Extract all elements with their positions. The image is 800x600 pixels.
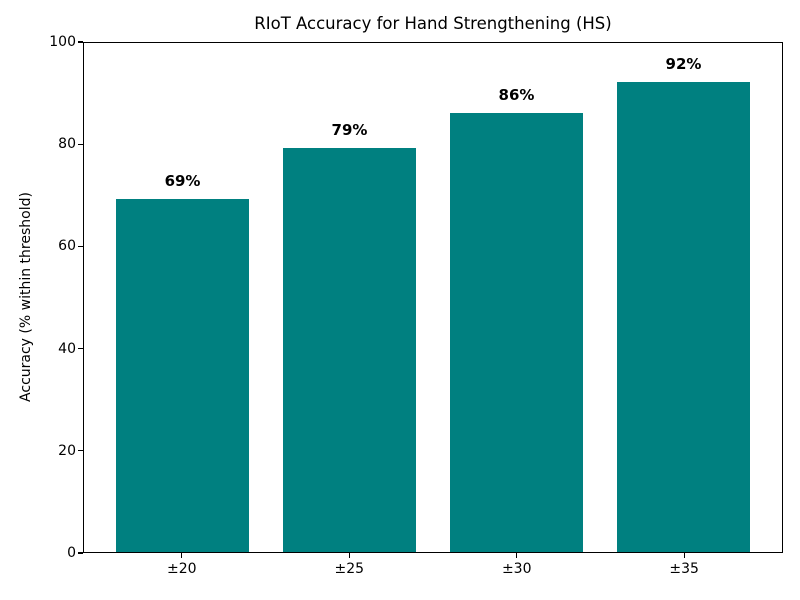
- bar: [282, 148, 417, 552]
- plot-area: 69% 79% 86% 92%: [83, 42, 783, 553]
- x-tick-mark: [348, 553, 350, 558]
- bar: [449, 112, 584, 552]
- bar: [115, 199, 250, 552]
- x-tick-mark: [516, 553, 518, 558]
- y-tick-label: 80: [58, 136, 76, 153]
- x-tick-label: ±20: [167, 561, 197, 577]
- y-axis-title: Accuracy (% within threshold): [18, 192, 34, 402]
- y-tick-label: 60: [58, 238, 76, 255]
- bar-value-label: 79%: [331, 121, 368, 140]
- bar: [616, 81, 751, 552]
- y-tick-mark: [78, 552, 83, 554]
- y-tick-mark: [78, 450, 83, 452]
- y-tick-mark: [78, 143, 83, 145]
- bar-value-label: 92%: [665, 54, 702, 73]
- x-tick-mark: [683, 553, 685, 558]
- chart-title: RIoT Accuracy for Hand Strengthening (HS…: [254, 14, 612, 33]
- y-tick-mark: [78, 245, 83, 247]
- y-tick-label: 20: [58, 442, 76, 459]
- x-tick-mark: [181, 553, 183, 558]
- y-tick-mark: [78, 41, 83, 43]
- x-tick-label: ±35: [669, 561, 699, 577]
- y-tick-label: 100: [49, 34, 76, 50]
- x-tick-label: ±25: [334, 561, 365, 577]
- x-tick-label: ±30: [501, 561, 532, 577]
- bar-value-label: 69%: [164, 172, 201, 191]
- y-tick-label: 40: [58, 340, 76, 357]
- y-tick-mark: [78, 348, 83, 350]
- bar-value-label: 86%: [498, 85, 535, 104]
- y-tick-label: 0: [67, 545, 76, 561]
